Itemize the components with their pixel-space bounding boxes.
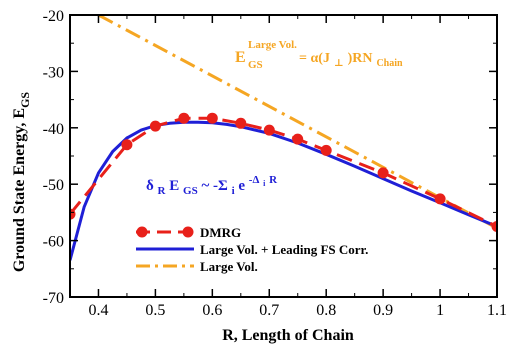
formula-chain-sub: Chain <box>376 58 403 69</box>
fs-sum-sub: i <box>232 185 235 197</box>
y-tick-label: -40 <box>43 121 64 138</box>
y-tick-label: -60 <box>43 234 64 251</box>
dmrg-point <box>70 208 76 220</box>
dmrg-point <box>263 124 275 136</box>
series-line-dmrg <box>70 116 497 228</box>
y-tick-label: -30 <box>43 64 64 81</box>
y-tick-label: -50 <box>43 177 64 194</box>
x-tick-label: 0.5 <box>145 302 165 319</box>
finite-size-formula: δ R E GS ~ -Σ i e -Δ i R <box>146 171 278 198</box>
fs-exp: e <box>238 178 245 194</box>
fs-delta: δ <box>146 178 154 194</box>
axes: 0.4 0.5 0.6 0.7 0.8 0.9 1 1.1 -70 -60 -50 -40 -30 -20 <box>43 8 507 319</box>
dmrg-point <box>320 144 332 156</box>
plot-area <box>70 15 497 261</box>
x-tick-label: 0.7 <box>259 302 279 319</box>
x-tick-label: 0.8 <box>316 302 336 319</box>
fs-sum: ~ -Σ <box>201 178 228 194</box>
legend: DMRG Large Vol. + Leading FS Corr. Large… <box>136 225 368 274</box>
y-axis-title-main: Ground State Energy, E <box>11 108 28 272</box>
legend-label-large-vol: Large Vol. <box>200 259 258 274</box>
legend-label-fs-corr: Large Vol. + Leading FS Corr. <box>200 242 368 257</box>
series-line-large-vol <box>97 15 497 230</box>
fs-e: E <box>169 178 179 194</box>
legend-label-dmrg: DMRG <box>200 225 241 240</box>
x-tick-label: 1 <box>436 302 444 319</box>
dmrg-point <box>292 133 304 145</box>
dmrg-point <box>121 139 133 151</box>
dmrg-point <box>235 117 247 129</box>
series-line-large-vol-leading-fs-corr <box>70 120 497 261</box>
formula-e: E <box>235 49 246 66</box>
y-tick-label: -70 <box>43 290 64 307</box>
formula-e-sup: Large Vol. <box>248 39 297 51</box>
fs-delta-sub: R <box>158 185 167 197</box>
dmrg-point <box>377 167 389 179</box>
x-tick-label: 0.4 <box>88 302 108 319</box>
legend-entry-fs-corr: Large Vol. + Leading FS Corr. <box>136 242 368 257</box>
formula-jperp-sub: ⊥ <box>334 58 344 69</box>
series-group <box>70 15 497 261</box>
x-axis-title: R, Length of Chain <box>222 327 354 344</box>
dmrg-point <box>149 120 161 132</box>
large-vol-formula: E Large Vol. GS = α(J ⊥ )RN Chain <box>235 35 403 72</box>
legend-entry-dmrg: DMRG <box>136 225 241 240</box>
legend-marker-dmrg <box>182 226 194 238</box>
legend-marker-dmrg <box>136 226 148 238</box>
y-axis-title-sub: GS <box>18 92 32 108</box>
x-tick-label: 0.9 <box>373 302 393 319</box>
dmrg-point <box>491 221 497 232</box>
dmrg-point <box>178 112 190 124</box>
dmrg-point <box>434 193 446 205</box>
x-tick-label: 0.6 <box>202 302 222 319</box>
formula-rn: )RN <box>348 51 373 66</box>
fs-e-sub: GS <box>183 185 198 197</box>
y-tick-label: -20 <box>43 8 64 25</box>
x-tick-label: 1.1 <box>487 302 507 319</box>
formula-e-sub: GS <box>248 59 263 71</box>
fs-exp-sup-tail: R <box>269 174 278 186</box>
fs-exp-sup: -Δ <box>249 174 260 186</box>
legend-entry-large-vol: Large Vol. <box>136 259 258 274</box>
y-axis-title: Ground State Energy, EGS <box>11 92 32 273</box>
fs-exp-sup-sub: i <box>263 179 266 188</box>
formula-rhs: = α(J <box>299 51 330 66</box>
dmrg-point <box>206 112 218 124</box>
